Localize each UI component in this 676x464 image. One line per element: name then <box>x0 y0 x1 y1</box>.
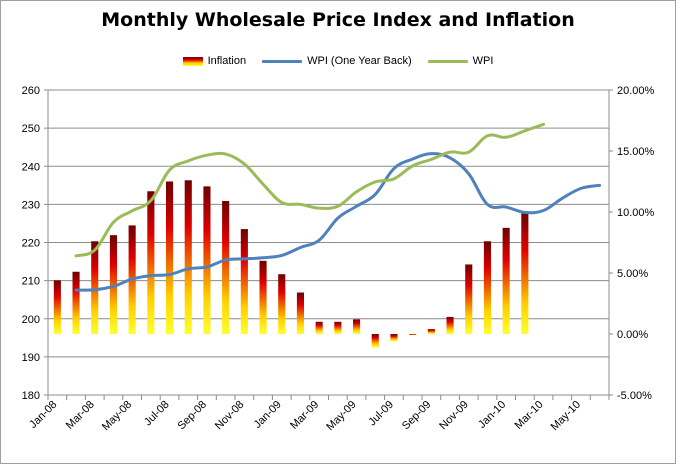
inflation-bar <box>502 227 510 334</box>
inflation-bar <box>240 229 248 334</box>
inflation-bar <box>465 264 473 334</box>
y-right-tick-label: 10.00% <box>617 207 655 219</box>
inflation-bar <box>91 241 99 334</box>
inflation-bar <box>315 321 323 334</box>
legend-label-wpi-one-year-back: WPI (One Year Back) <box>307 55 412 67</box>
inflation-bar <box>371 334 379 348</box>
x-tick-label: Jan-09 <box>252 399 284 431</box>
y-right-tick-label: 15.00% <box>617 146 655 158</box>
inflation-bar <box>390 334 398 342</box>
x-tick-label: Nov-09 <box>437 399 471 433</box>
y-right-tick-label: 20.00% <box>617 85 655 97</box>
legend-item-wpi: WPI <box>427 55 494 67</box>
inflation-bar <box>147 191 155 334</box>
x-tick-label: Jan-08 <box>27 399 59 431</box>
legend-item-inflation: Inflation <box>182 55 247 67</box>
x-tick-label: Sep-08 <box>175 399 209 433</box>
inflation-bar <box>446 316 454 334</box>
inflation-bar <box>521 213 529 334</box>
x-tick-label: May-10 <box>549 399 583 433</box>
inflation-bar <box>72 271 80 334</box>
inflation-bar <box>184 180 192 334</box>
y-left-tick-label: 230 <box>22 199 40 211</box>
inflation-bar <box>334 321 342 334</box>
inflation-bar <box>203 186 211 334</box>
x-tick-label: Jul-09 <box>366 399 396 429</box>
inflation-bar <box>278 274 286 334</box>
inflation-bar <box>222 201 230 334</box>
x-tick-label: Mar-09 <box>288 399 321 432</box>
wpi-line <box>74 122 546 258</box>
inflation-bar <box>427 329 435 334</box>
x-tick-label: May-08 <box>100 399 134 433</box>
inflation-bar <box>53 280 61 334</box>
x-tick-label: Mar-10 <box>513 399 546 432</box>
y-right-tick-label: 0.00% <box>617 329 648 341</box>
inflation-bar <box>296 292 305 334</box>
y-right-tick-label: -5.00% <box>617 390 652 402</box>
chart-title: Monthly Wholesale Price Index and Inflat… <box>101 9 575 31</box>
legend-item-wpi-one-year-back: WPI (One Year Back) <box>262 55 412 67</box>
y-left-tick-label: 180 <box>22 390 40 402</box>
legend: Inflation WPI (One Year Back) WPI <box>1 55 675 67</box>
y-right-tick-label: 5.00% <box>617 268 648 280</box>
y-left-tick-label: 220 <box>22 238 40 250</box>
x-tick-label: Nov-08 <box>213 399 247 433</box>
legend-swatch-wpi <box>427 59 468 63</box>
legend-swatch-wpi-one-year-back <box>262 59 303 63</box>
inflation-bar <box>109 235 118 334</box>
x-tick-label: May-09 <box>324 399 358 433</box>
y-left-tick-label: 200 <box>22 314 40 326</box>
inflation-bar <box>165 181 174 334</box>
wpi-one-year-back-line <box>74 152 602 292</box>
inflation-bar <box>409 334 417 336</box>
x-tick-label: Mar-08 <box>64 399 97 432</box>
inflation-bar <box>483 241 492 334</box>
inflation-bar <box>352 319 361 334</box>
y-left-tick-label: 190 <box>22 352 40 364</box>
x-tick-label: Sep-09 <box>400 399 434 433</box>
inflation-bar <box>259 260 267 334</box>
x-tick-label: Jan-10 <box>476 399 508 431</box>
x-tick-label: Jul-08 <box>142 399 172 429</box>
y-left-tick-label: 250 <box>22 123 40 135</box>
legend-swatch-inflation <box>182 56 203 66</box>
y-left-tick-label: 210 <box>22 276 40 288</box>
legend-label-inflation: Inflation <box>207 55 247 67</box>
y-left-tick-label: 240 <box>22 161 40 173</box>
legend-label-wpi: WPI <box>472 55 494 67</box>
y-left-tick-label: 260 <box>22 85 40 97</box>
